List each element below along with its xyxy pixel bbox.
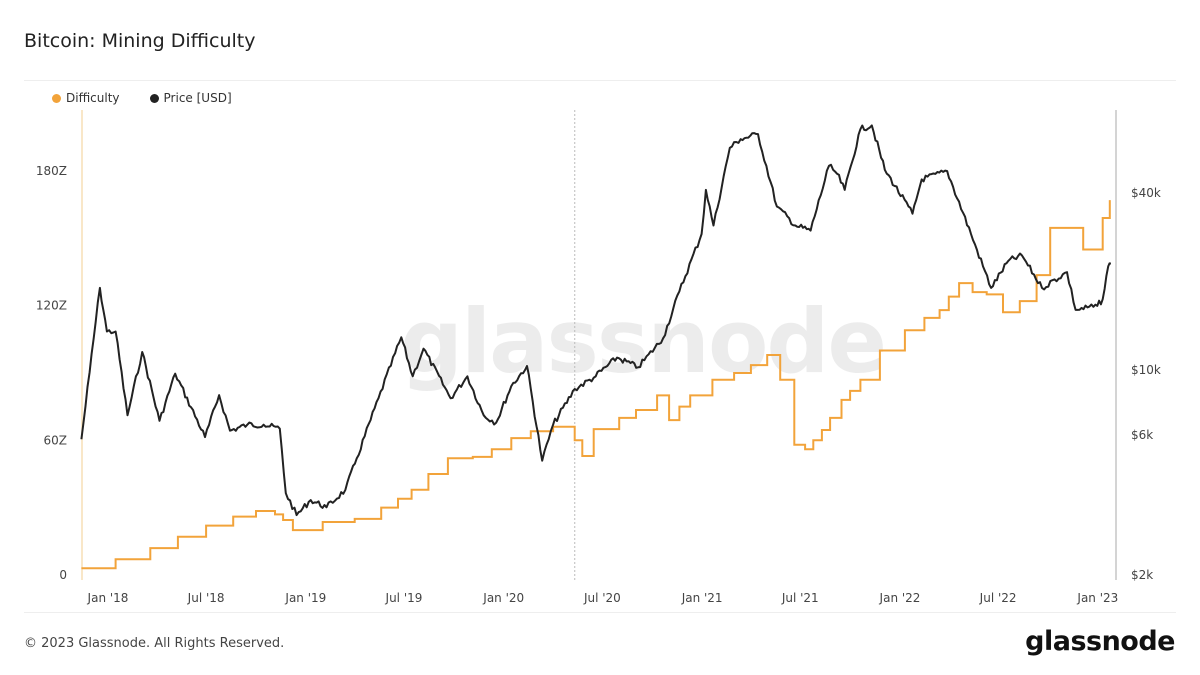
x-tick-label: Jan '22	[879, 591, 921, 605]
y-left-tick-label: 120Z	[36, 299, 67, 313]
x-tick-label: Jan '20	[482, 591, 524, 605]
glassnode-logo: glassnode	[1025, 626, 1175, 657]
x-tick-label: Jul '20	[583, 591, 621, 605]
x-tick-label: Jul '19	[385, 591, 423, 605]
watermark: glassnode	[400, 290, 887, 393]
y-left-tick-label: 180Z	[36, 164, 67, 178]
x-tick-label: Jan '21	[681, 591, 723, 605]
y-right-tick-label: $2k	[1131, 568, 1153, 582]
y-left-tick-label: 0	[59, 568, 67, 582]
x-tick-label: Jul '22	[979, 591, 1017, 605]
difficulty-line	[81, 200, 1111, 570]
top-divider	[24, 80, 1176, 81]
page-title: Bitcoin: Mining Difficulty	[24, 30, 256, 52]
y-left-tick-label: 60Z	[44, 433, 68, 447]
legend-item-difficulty[interactable]: Difficulty	[52, 91, 120, 105]
legend-label: Price [USD]	[163, 91, 232, 105]
x-tick-label: Jul '18	[187, 591, 225, 605]
x-tick-label: Jan '19	[284, 591, 326, 605]
legend: Difficulty Price [USD]	[52, 91, 232, 105]
difficulty-dot-icon	[52, 94, 61, 103]
x-tick-label: Jan '18	[87, 591, 129, 605]
x-tick-label: Jul '21	[781, 591, 819, 605]
legend-item-price[interactable]: Price [USD]	[149, 91, 232, 105]
copyright: © 2023 Glassnode. All Rights Reserved.	[24, 636, 285, 651]
y-right-tick-label: $6k	[1131, 428, 1153, 442]
bottom-divider	[24, 612, 1176, 613]
y-right-tick-label: $10k	[1131, 363, 1161, 377]
legend-label: Difficulty	[66, 91, 120, 105]
price-dot-icon	[149, 94, 159, 103]
y-right-tick-label: $40k	[1131, 186, 1161, 200]
x-tick-label: Jan '23	[1076, 591, 1118, 605]
price-line	[80, 124, 1112, 517]
